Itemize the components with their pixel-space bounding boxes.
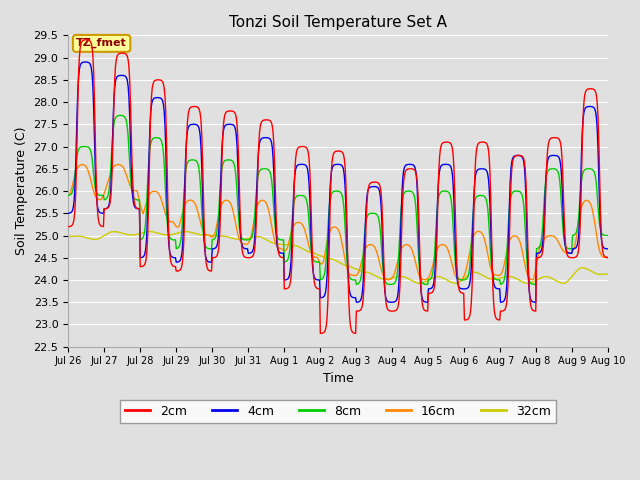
Legend: 2cm, 4cm, 8cm, 16cm, 32cm: 2cm, 4cm, 8cm, 16cm, 32cm <box>120 400 556 423</box>
X-axis label: Time: Time <box>323 372 353 385</box>
Title: Tonzi Soil Temperature Set A: Tonzi Soil Temperature Set A <box>229 15 447 30</box>
Y-axis label: Soil Temperature (C): Soil Temperature (C) <box>15 127 28 255</box>
Text: TZ_fmet: TZ_fmet <box>76 38 127 48</box>
